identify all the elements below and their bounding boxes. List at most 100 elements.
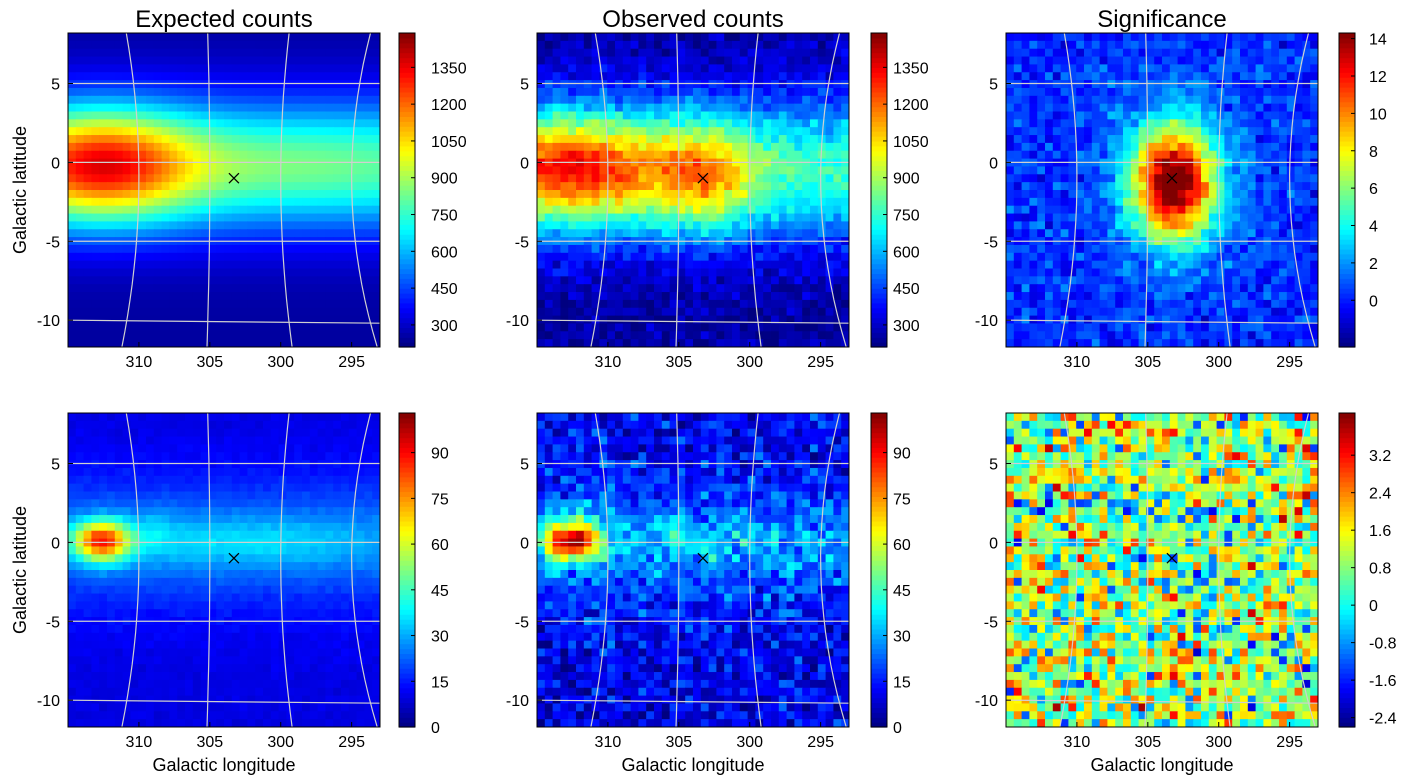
heatmap-cell <box>1029 323 1038 332</box>
heatmap-cell <box>669 80 678 89</box>
heatmap-cell <box>192 166 202 175</box>
heatmap-cell <box>239 87 248 97</box>
heatmap-cell <box>1013 95 1023 105</box>
heatmap-cell <box>1045 323 1054 332</box>
heatmap-cell <box>192 299 202 309</box>
heatmap-cell <box>91 182 100 191</box>
heatmap-cell <box>122 284 131 293</box>
heatmap-cell <box>99 64 108 73</box>
heatmap-cell <box>576 339 585 347</box>
heatmap-cell <box>317 307 326 317</box>
heatmap-cell <box>83 182 92 191</box>
heatmap-cell <box>615 64 624 73</box>
heatmap-cell <box>732 339 741 347</box>
heatmap-cell <box>1302 127 1311 136</box>
heatmap-cell <box>99 40 108 50</box>
heatmap-cell <box>739 315 749 325</box>
heatmap-cell <box>810 87 819 97</box>
heatmap-cell <box>130 135 139 144</box>
heatmap-cell <box>224 174 233 183</box>
heatmap-cell <box>794 197 803 207</box>
heatmap-cell <box>1099 292 1108 301</box>
heatmap-cell <box>216 80 225 89</box>
heatmap-cell <box>286 276 295 285</box>
colorbar-segment <box>399 33 415 39</box>
heatmap-cell <box>747 315 756 325</box>
heatmap-cell <box>1201 284 1210 293</box>
heatmap-cell <box>146 244 155 254</box>
heatmap-cell <box>1068 284 1077 293</box>
heatmap-cell <box>833 299 842 309</box>
heatmap-cell <box>630 127 639 136</box>
heatmap-cell <box>1091 315 1101 325</box>
heatmap-cell <box>576 299 585 309</box>
heatmap-cell <box>130 307 139 317</box>
heatmap-cell <box>169 72 178 81</box>
heatmap-cell <box>130 95 139 105</box>
heatmap-cell <box>333 268 342 277</box>
heatmap-cell <box>75 135 85 144</box>
heatmap-cell <box>169 95 178 105</box>
heatmap-cell <box>208 119 217 128</box>
heatmap-cell <box>576 174 585 183</box>
heatmap-cell <box>552 72 561 81</box>
heatmap-cell <box>607 244 616 254</box>
colorbar-segment <box>399 248 415 255</box>
heatmap-cell <box>372 252 380 262</box>
heatmap-cell <box>716 80 725 89</box>
heatmap-cell <box>224 127 233 136</box>
heatmap-cell <box>771 229 780 238</box>
heatmap-cell <box>1162 292 1171 301</box>
heatmap-cell <box>1130 276 1140 285</box>
heatmap-cell <box>1154 323 1163 332</box>
heatmap-cell <box>591 166 600 175</box>
heatmap-cell <box>1240 197 1249 207</box>
heatmap-cell <box>114 64 124 73</box>
heatmap-cell <box>661 182 671 191</box>
heatmap-cell <box>755 87 764 97</box>
heatmap-cell <box>177 331 186 340</box>
heatmap-cell <box>810 221 819 230</box>
heatmap-cell <box>1029 48 1038 58</box>
heatmap-cell <box>216 292 225 301</box>
heatmap-cell <box>224 56 233 65</box>
heatmap-cell <box>825 339 834 347</box>
heatmap-cell <box>138 80 147 89</box>
heatmap-cell <box>825 331 834 340</box>
heatmap-cell <box>294 56 303 65</box>
heatmap-cell <box>177 119 186 128</box>
heatmap-cell <box>138 182 147 191</box>
heatmap-cell <box>693 103 702 113</box>
heatmap-cell <box>1107 64 1116 73</box>
heatmap-cell <box>1029 292 1038 301</box>
heatmap-cell <box>91 268 100 277</box>
heatmap-cell <box>169 111 178 120</box>
heatmap-cell <box>169 174 178 183</box>
heatmap-cell <box>169 339 178 347</box>
heatmap-cell <box>130 166 139 175</box>
heatmap-cell <box>1286 103 1296 113</box>
heatmap-cell <box>1099 182 1108 191</box>
heatmap-cell <box>1091 331 1101 340</box>
heatmap-cell <box>778 87 788 97</box>
heatmap-cell <box>200 142 209 152</box>
heatmap-cell <box>364 292 373 301</box>
heatmap-cell <box>638 150 647 160</box>
heatmap-cell <box>661 174 671 183</box>
heatmap-cell <box>771 111 780 120</box>
heatmap-cell <box>802 221 811 230</box>
heatmap-cell <box>1185 284 1194 293</box>
heatmap-cell <box>1130 111 1140 120</box>
heatmap-cell <box>68 127 77 136</box>
heatmap-cell <box>231 40 241 50</box>
heatmap-cell <box>1232 197 1241 207</box>
heatmap-cell <box>1162 56 1171 65</box>
heatmap-cell <box>1068 72 1077 81</box>
heatmap-cell <box>552 260 561 270</box>
heatmap-cell <box>1185 127 1194 136</box>
colorbar-segment <box>399 111 415 118</box>
heatmap-cell <box>372 260 380 270</box>
heatmap-cell <box>802 292 811 301</box>
heatmap-cell <box>622 244 632 254</box>
heatmap-cell <box>1185 150 1194 160</box>
